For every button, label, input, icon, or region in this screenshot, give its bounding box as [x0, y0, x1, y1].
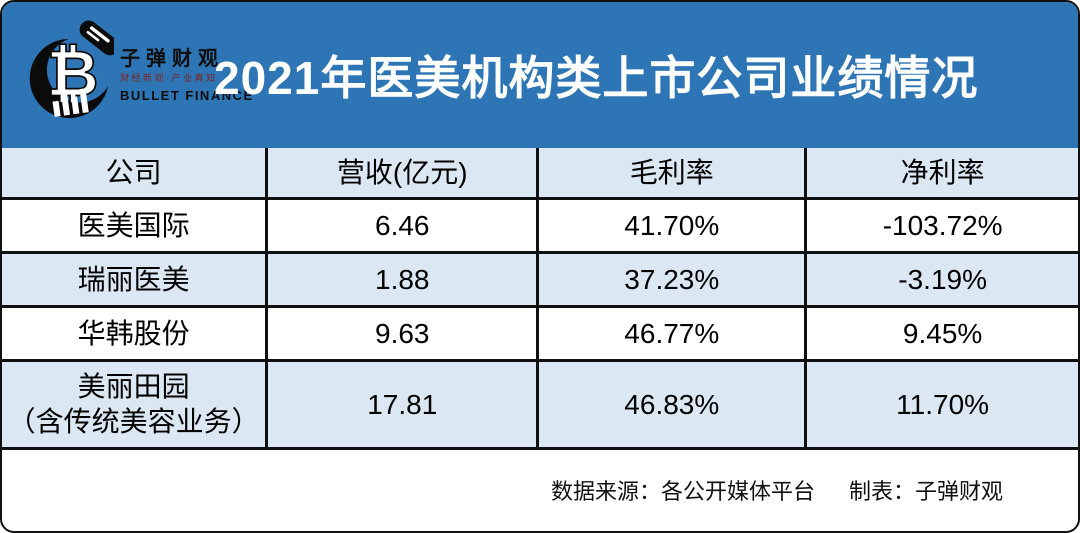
- cell-gross-margin: 46.83%: [536, 358, 808, 450]
- bullet-finance-logo: ₿ 子弹财观 财经新观·产业真知 BULLET FINANCE: [2, 19, 252, 131]
- credit-label: 制表：子弹财观: [848, 479, 1003, 505]
- column-header-gross-margin: 毛利率: [536, 148, 808, 200]
- cell-company: 瑞丽医美: [2, 250, 269, 308]
- table-row: 瑞丽医美 1.88 37.23% -3.19%: [2, 250, 1078, 308]
- cell-revenue: 6.46: [265, 196, 540, 254]
- company-note: （含传统美容业务）: [7, 406, 260, 437]
- logo-mark-icon: ₿: [29, 20, 114, 118]
- brand-name-en: BULLET FINANCE: [120, 87, 254, 103]
- cell-net-margin: -3.19%: [804, 250, 1078, 308]
- footer-bar: 数据来源：各公开媒体平台 制表：子弹财观: [2, 450, 1078, 532]
- cell-revenue: 1.88: [265, 250, 540, 308]
- cell-gross-margin: 46.77%: [536, 304, 808, 362]
- cell-company: 美丽田园 （含传统美容业务）: [2, 358, 269, 450]
- cell-net-margin: 11.70%: [804, 358, 1078, 450]
- brand-name-cn: 子弹财观: [120, 47, 224, 70]
- data-source-label: 数据来源：各公开媒体平台: [550, 479, 815, 505]
- cell-net-margin: 9.45%: [804, 304, 1078, 362]
- cell-company: 华韩股份: [2, 304, 269, 362]
- table-header-row: 公司 营收(亿元) 毛利率 净利率: [2, 148, 1078, 200]
- cell-revenue: 9.63: [265, 304, 540, 362]
- table-row: 医美国际 6.46 41.70% -103.72%: [2, 196, 1078, 254]
- table-row: 华韩股份 9.63 46.77% 9.45%: [2, 304, 1078, 362]
- cell-company: 医美国际: [2, 196, 269, 254]
- performance-table: 公司 营收(亿元) 毛利率 净利率 医美国际 6.46 41.70% -103.…: [2, 148, 1078, 450]
- cell-gross-margin: 41.70%: [536, 196, 808, 254]
- page-title: 2021年医美机构类上市公司业绩情况: [214, 52, 979, 104]
- cell-revenue: 17.81: [265, 358, 540, 450]
- brand-tagline: 财经新观·产业真知: [120, 72, 218, 83]
- header-banner: ₿ 子弹财观 财经新观·产业真知 BULLET FINANCE: [2, 2, 1078, 148]
- company-name: 美丽田园: [77, 371, 190, 402]
- column-header-company: 公司: [2, 148, 269, 200]
- logo-text-block: 子弹财观 财经新观·产业真知 BULLET FINANCE: [120, 49, 254, 102]
- table-row: 美丽田园 （含传统美容业务） 17.81 46.83% 11.70%: [2, 358, 1078, 450]
- cell-net-margin: -103.72%: [804, 196, 1078, 254]
- column-header-net-margin: 净利率: [804, 148, 1078, 200]
- column-header-revenue: 营收(亿元): [265, 148, 540, 200]
- cell-gross-margin: 37.23%: [536, 250, 808, 308]
